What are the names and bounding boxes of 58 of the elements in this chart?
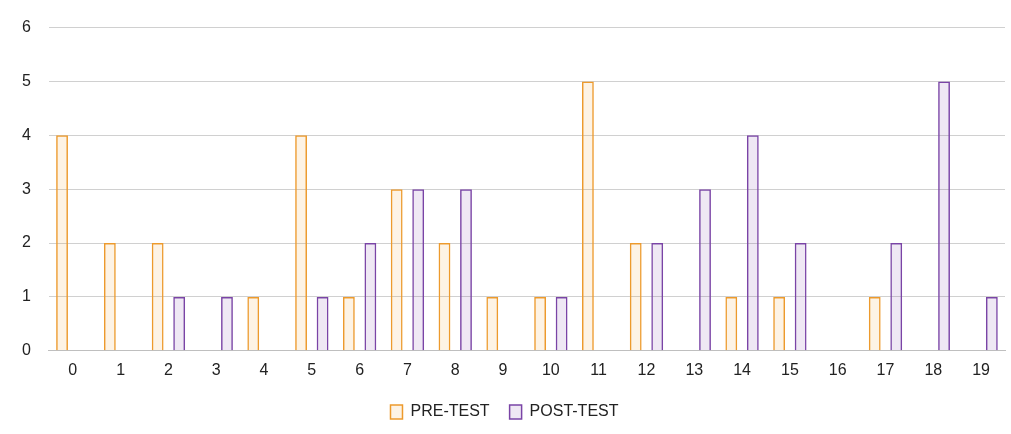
y-tick-label: 3 bbox=[21, 179, 31, 197]
x-tick-label: 18 bbox=[924, 361, 943, 379]
bar bbox=[699, 189, 711, 351]
bar bbox=[725, 296, 738, 351]
bar bbox=[390, 189, 403, 351]
bar bbox=[151, 243, 164, 351]
bar bbox=[773, 296, 786, 351]
bar bbox=[295, 135, 307, 351]
bar bbox=[247, 296, 260, 351]
y-tick-label: 0 bbox=[21, 341, 31, 359]
bar bbox=[460, 189, 472, 351]
x-tick-label: 11 bbox=[590, 361, 608, 379]
y-tick-label: 6 bbox=[21, 18, 31, 36]
bar bbox=[629, 243, 642, 351]
x-tick-label: 15 bbox=[780, 361, 799, 379]
x-tick-label: 16 bbox=[828, 361, 847, 379]
bar bbox=[364, 243, 377, 351]
bar bbox=[794, 243, 807, 351]
bar bbox=[555, 296, 568, 351]
bar bbox=[890, 243, 903, 351]
legend-label: PRE-TEST bbox=[410, 402, 490, 420]
bar bbox=[938, 81, 950, 351]
y-tick-label: 2 bbox=[21, 233, 31, 251]
x-tick-label: 3 bbox=[211, 361, 221, 379]
bar bbox=[486, 296, 499, 351]
y-tick-label: 4 bbox=[21, 125, 31, 143]
x-tick-label: 0 bbox=[68, 361, 78, 379]
x-tick-label: 13 bbox=[685, 361, 704, 379]
x-tick-label: 2 bbox=[163, 361, 173, 379]
bar bbox=[173, 296, 186, 351]
bar bbox=[103, 243, 116, 351]
bar bbox=[316, 296, 329, 351]
bar bbox=[534, 296, 547, 351]
y-tick-label: 5 bbox=[21, 71, 31, 89]
legend-label: POST-TEST bbox=[529, 402, 619, 420]
x-tick-label: 10 bbox=[541, 361, 560, 379]
bar bbox=[581, 81, 594, 351]
x-tick-label: 4 bbox=[259, 361, 269, 379]
y-tick-label: 1 bbox=[21, 287, 31, 305]
x-tick-label: 8 bbox=[450, 361, 460, 379]
bar bbox=[868, 296, 881, 351]
bar bbox=[438, 243, 451, 351]
bar bbox=[412, 189, 425, 351]
bar bbox=[651, 243, 664, 351]
bar bbox=[342, 296, 355, 351]
x-tick-label: 12 bbox=[637, 361, 656, 379]
x-tick-label: 6 bbox=[355, 361, 365, 379]
bar bbox=[746, 135, 759, 351]
bar bbox=[221, 296, 233, 351]
x-tick-label: 19 bbox=[972, 361, 991, 379]
x-tick-label: 7 bbox=[402, 361, 412, 379]
bar bbox=[985, 296, 998, 351]
x-tick-label: 5 bbox=[307, 361, 317, 379]
x-tick-label: 1 bbox=[116, 361, 126, 379]
bar bbox=[56, 135, 68, 351]
x-tick-label: 14 bbox=[733, 361, 752, 379]
x-tick-label: 9 bbox=[498, 361, 508, 379]
x-tick-label: 17 bbox=[876, 361, 895, 379]
